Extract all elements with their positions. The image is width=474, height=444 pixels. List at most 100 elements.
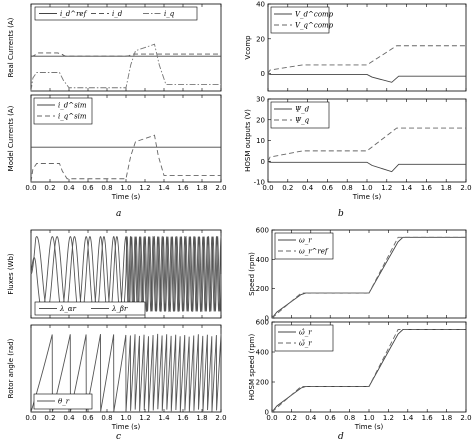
ytick-label-b_top: 40 <box>256 1 265 9</box>
legend-label-c_top: λ_αr <box>59 305 77 313</box>
xtick-label-d_bottom: 1.8 <box>441 414 452 422</box>
xlabel-d_bottom: Time (s) <box>354 423 384 431</box>
ytick-label-d_bottom: 400 <box>256 349 269 357</box>
xtick-label-b_bottom: 0.0 <box>262 184 273 192</box>
xtick-label-a_bottom: 0.4 <box>63 184 75 192</box>
ylabel-b_bottom: HOSM outputs (V) <box>244 109 252 172</box>
series-line-b_bottom-1 <box>267 127 466 162</box>
xtick-label-d_bottom: 0.6 <box>325 414 337 422</box>
xtick-label-d_bottom: 1.6 <box>422 414 434 422</box>
xtick-label-c_bottom: 0.8 <box>101 414 112 422</box>
xtick-label-d_bottom: 1.4 <box>402 414 414 422</box>
xtick-label-a_bottom: 1.0 <box>120 184 131 192</box>
legend-label-c_top: λ_βr <box>111 305 128 313</box>
ytick-label-b_bottom: 10 <box>256 137 265 145</box>
xtick-label-a_bottom: 0.0 <box>25 184 36 192</box>
series-line-a_top-2 <box>30 43 221 92</box>
xtick-label-a_bottom: 1.2 <box>139 184 150 192</box>
legend-box-b_bottom <box>270 101 330 129</box>
ylabel-d_bottom: HOSM speed (rpm) <box>248 334 256 401</box>
xtick-label-d_bottom: 0.4 <box>305 414 317 422</box>
panel-b-label: b <box>338 209 344 219</box>
legend-box-d_top <box>274 232 334 260</box>
legend-box-a_bottom <box>33 97 93 125</box>
legend-label-b_top: V_q^comp <box>295 22 334 30</box>
legend-box-c_bottom <box>33 393 93 410</box>
ytick-label-d_bottom: 0 <box>265 409 269 417</box>
series-line-a_bottom-1 <box>30 134 221 183</box>
series-line-c_bottom-0 <box>30 333 222 413</box>
legend-label-d_top: ω_r^ref <box>299 248 329 256</box>
xtick-label-b_bottom: 1.4 <box>401 184 413 192</box>
legend-label-d_bottom: ω̃_r <box>299 339 312 348</box>
xtick-label-b_bottom: 0.6 <box>322 184 334 192</box>
ytick-label-b_top: 20 <box>256 35 265 43</box>
xtick-label-b_bottom: 1.2 <box>381 184 392 192</box>
xlabel-b_bottom: Time (s) <box>352 193 382 201</box>
xtick-label-b_bottom: 1.8 <box>441 184 452 192</box>
legend-label-b_top: V_d^comp <box>295 11 334 19</box>
legend-box-c_top <box>34 301 146 316</box>
xtick-label-a_bottom: 1.8 <box>196 184 207 192</box>
legend-label-a_bottom: i_d^sim <box>58 102 87 110</box>
ytick-label-d_top: 200 <box>256 285 269 293</box>
xtick-label-a_bottom: 1.6 <box>177 184 189 192</box>
xtick-label-c_bottom: 0.2 <box>44 414 55 422</box>
ylabel-a_top: Real Currents (A) <box>7 17 15 77</box>
panel-d-label: d <box>338 432 344 442</box>
ytick-label-b_bottom: 0 <box>261 158 265 166</box>
xtick-label-c_bottom: 1.2 <box>139 414 150 422</box>
xtick-label-c_bottom: 0.0 <box>25 414 36 422</box>
xtick-label-a_bottom: 2.0 <box>215 184 226 192</box>
ytick-label-d_top: 400 <box>256 256 269 264</box>
xtick-label-a_bottom: 0.8 <box>101 184 112 192</box>
series-line-b_top-1 <box>267 45 466 74</box>
legend-label-b_bottom: Ψ_d <box>295 106 310 114</box>
ylabel-b_top: Vcomp <box>244 35 252 60</box>
xtick-label-d_bottom: 0.8 <box>344 414 355 422</box>
xtick-label-c_bottom: 1.4 <box>158 414 170 422</box>
xtick-label-d_bottom: 0.0 <box>266 414 277 422</box>
series-line-b_top-0 <box>267 73 466 83</box>
xtick-label-b_bottom: 0.4 <box>302 184 314 192</box>
xtick-label-a_bottom: 1.4 <box>158 184 170 192</box>
legend-label-c_bottom: θ_r <box>58 398 70 406</box>
legend-label-a_top: i_d <box>112 10 123 18</box>
ytick-label-d_bottom: 200 <box>256 379 269 387</box>
legend-box-d_bottom <box>274 324 334 352</box>
xtick-label-c_bottom: 1.6 <box>177 414 189 422</box>
series-line-c_top-0 <box>30 235 222 313</box>
series-line-a_top-1 <box>31 52 221 57</box>
xtick-label-c_bottom: 1.0 <box>120 414 131 422</box>
legend-box-a_top <box>34 6 198 21</box>
xtick-label-c_bottom: 0.6 <box>82 414 94 422</box>
ytick-label-d_bottom: 600 <box>256 319 269 327</box>
ytick-label-b_bottom: -10 <box>254 179 265 187</box>
xtick-label-b_bottom: 1.0 <box>361 184 372 192</box>
panel-a-label: a <box>116 209 122 219</box>
xtick-label-b_bottom: 2.0 <box>460 184 471 192</box>
ylabel-d_top: Speed (rpm) <box>248 252 256 296</box>
legend-label-a_bottom: i_q^sim <box>58 113 87 121</box>
xtick-label-b_bottom: 0.2 <box>282 184 293 192</box>
ylabel-c_bottom: Rotor angle (rad) <box>7 338 15 398</box>
xtick-label-b_bottom: 0.8 <box>342 184 353 192</box>
xtick-label-d_bottom: 0.2 <box>286 414 297 422</box>
xtick-label-d_bottom: 1.2 <box>383 414 394 422</box>
series-line-b_bottom-0 <box>267 160 466 173</box>
xtick-label-a_bottom: 0.2 <box>44 184 55 192</box>
series-line-d_bottom-1 <box>271 329 466 413</box>
series-line-d_top-1 <box>271 236 466 319</box>
legend-label-d_top: ω_r <box>299 237 312 245</box>
xtick-label-a_bottom: 0.6 <box>82 184 94 192</box>
legend-label-b_bottom: Ψ_q <box>295 117 310 125</box>
legend-box-b_top <box>270 6 330 34</box>
ytick-label-b_bottom: 30 <box>256 96 265 104</box>
ytick-label-b_top: 0 <box>261 70 265 78</box>
ytick-label-d_top: 600 <box>256 227 269 235</box>
panel-c-label: c <box>116 432 122 442</box>
ylabel-a_bottom: Model Currents (A) <box>7 105 15 171</box>
legend-label-a_top: i_q <box>164 10 175 18</box>
xtick-label-c_bottom: 0.4 <box>63 414 75 422</box>
